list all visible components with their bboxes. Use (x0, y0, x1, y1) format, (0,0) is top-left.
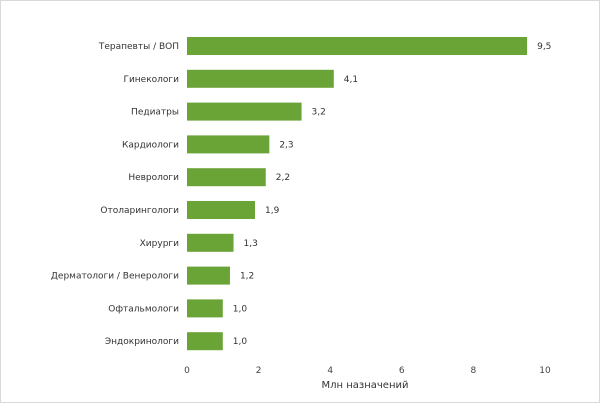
category-label: Неврологи (128, 173, 179, 183)
value-label: 4,1 (344, 75, 358, 85)
bar (187, 233, 234, 252)
category-label: Эндокринологи (105, 337, 179, 347)
bars-layer (187, 37, 528, 351)
value-label: 1,9 (265, 206, 280, 216)
value-label: 2,3 (279, 140, 293, 150)
category-label: Офтальмологи (108, 304, 179, 314)
bar (187, 69, 334, 88)
bar (187, 332, 223, 351)
x-tick-label: 2 (256, 366, 262, 376)
value-label: 1,0 (233, 337, 248, 347)
value-label: 1,2 (240, 272, 254, 282)
value-label: 3,2 (312, 108, 326, 118)
category-labels: Терапевты / ВОП Гинекологи Педиатры Кардиол… (51, 42, 179, 347)
value-label: 1,3 (244, 239, 258, 249)
category-label: Терапевты / ВОП (98, 42, 179, 52)
x-tick-label: 6 (399, 366, 405, 376)
category-label: Дерматологи / Венерологи (51, 272, 179, 282)
x-tick-label: 4 (327, 366, 333, 376)
category-label: Гинекологи (123, 75, 179, 85)
category-label: Хирурги (140, 239, 179, 249)
bar (187, 266, 230, 285)
category-label: Педиатры (131, 108, 179, 118)
value-label: 9,5 (537, 42, 551, 52)
bar (187, 299, 223, 318)
category-label: Кардиологи (122, 140, 179, 150)
x-axis-title: Млн назначений (322, 380, 409, 391)
category-label: Отоларингологи (100, 206, 179, 216)
value-label: 2,2 (276, 173, 290, 183)
bar (187, 168, 266, 187)
x-tick-label: 10 (539, 366, 551, 376)
x-tick-labels: 0 2 4 6 8 10 (184, 366, 551, 376)
bar (187, 135, 270, 154)
x-tick-label: 8 (471, 366, 477, 376)
value-label: 1,0 (233, 304, 248, 314)
bar (187, 37, 528, 55)
bar (187, 201, 256, 219)
bar (187, 102, 302, 121)
value-labels: 9,5 4,1 3,2 2,3 2,2 1,9 1,3 1,2 1,0 1,0 (233, 42, 552, 347)
x-tick-label: 0 (184, 366, 190, 376)
